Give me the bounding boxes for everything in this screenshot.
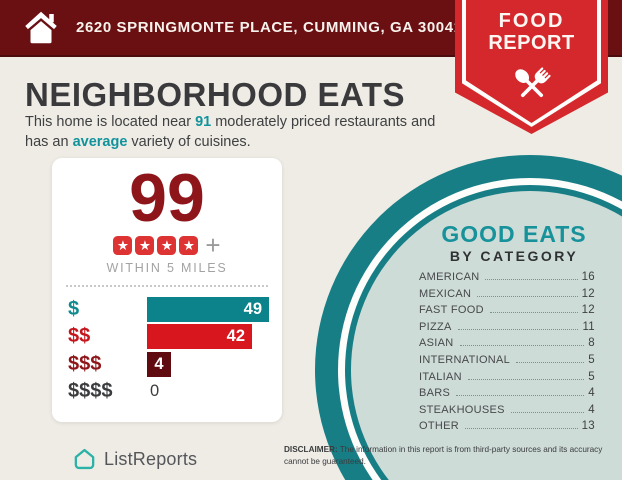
price-bar: 49: [147, 296, 269, 322]
category-label: PIZZA: [419, 320, 452, 333]
price-bar-row: $$ 42: [68, 323, 282, 351]
dotted-leader: [477, 295, 578, 297]
spoon-fork-icon: [514, 67, 551, 98]
price-bar-row: $$$$ 0: [68, 378, 282, 406]
category-row: ITALIAN 5: [419, 371, 595, 388]
star-icon: ★: [113, 235, 133, 255]
radius-label: WITHIN 5 MILES: [106, 261, 228, 276]
dotted-leader: [467, 378, 585, 380]
category-value: 13: [581, 420, 595, 433]
dotted-leader: [465, 428, 578, 430]
star-icon: ★: [157, 235, 177, 255]
dotted-leader: [485, 279, 578, 280]
variety-highlight: average: [72, 134, 128, 150]
restaurant-count: 91: [195, 114, 212, 130]
category-value: 11: [582, 320, 595, 333]
badge-title: FOOD REPORT: [455, 10, 608, 54]
badge-title-line2: REPORT: [488, 31, 575, 54]
price-tier-label: $$$$: [68, 380, 113, 403]
category-row: AMERICAN 16: [419, 271, 595, 288]
price-bar-row: $ 49: [68, 295, 282, 323]
category-label: AMERICAN: [419, 271, 480, 283]
listreports-house-icon: [74, 448, 95, 470]
dotted-leader: [516, 361, 585, 363]
category-value: 5: [588, 353, 595, 366]
dotted-leader: [457, 328, 579, 330]
category-row: BARS 4: [419, 387, 595, 404]
price-bar-value: 4: [154, 354, 164, 373]
plus-icon: +: [205, 229, 221, 260]
star-icon: ★: [179, 235, 199, 255]
disclaimer-label: DISCLAIMER:: [284, 445, 338, 454]
star-icon: ★: [135, 235, 155, 255]
category-label: BARS: [419, 387, 451, 400]
category-row: OTHER 13: [419, 420, 595, 437]
price-bar: 4: [147, 351, 171, 377]
subtitle-pre: This home is located near: [25, 114, 196, 130]
category-value: 8: [588, 337, 595, 350]
category-label: ASIAN: [419, 337, 454, 350]
category-label: OTHER: [419, 420, 459, 433]
price-bar-row: $$$ 4: [68, 350, 282, 378]
category-value: 16: [581, 271, 595, 283]
category-value: 5: [588, 370, 595, 383]
category-value: 4: [588, 387, 595, 400]
category-label: STEAKHOUSES: [419, 403, 505, 416]
good-eats-title: GOOD EATS: [441, 221, 587, 247]
dotted-leader: [510, 411, 585, 413]
category-row: ASIAN 8: [419, 337, 595, 354]
brand-name: ListReports: [104, 449, 198, 469]
price-bar-value: 42: [226, 327, 245, 346]
subtitle-mid: moderately priced restaurants and has an: [25, 114, 436, 150]
category-row: FAST FOOD 12: [419, 304, 595, 321]
category-row: MEXICAN 12: [419, 288, 595, 305]
page-title: NEIGHBORHOOD EATS: [25, 76, 406, 113]
house-icon: [25, 11, 57, 44]
subtitle: This home is located near 91 moderately …: [25, 112, 449, 152]
category-label: INTERNATIONAL: [419, 353, 511, 366]
price-tier-chart: $ 49 $$ 42 $$$ 4 $$$$ 0: [52, 295, 282, 405]
category-label: MEXICAN: [419, 287, 472, 300]
dotted-divider: [66, 285, 268, 288]
disclaimer-text: The information in this report is from t…: [284, 445, 603, 467]
category-value: 12: [581, 287, 595, 300]
price-tier-label: $: [68, 297, 80, 320]
dotted-leader: [456, 395, 585, 397]
price-bar: 42: [147, 324, 252, 350]
category-row: INTERNATIONAL 5: [419, 354, 595, 371]
price-bar-value: 49: [243, 299, 262, 318]
badge-title-line1: FOOD: [498, 10, 565, 32]
listreports-logo: ListReports: [72, 447, 197, 472]
price-bar: 0: [147, 379, 159, 404]
restaurant-score: 99: [129, 160, 205, 236]
price-tier-label: $$: [68, 325, 91, 348]
dotted-leader: [489, 312, 578, 314]
good-eats-subtitle: BY CATEGORY: [449, 248, 579, 264]
category-row: PIZZA 11: [419, 321, 595, 338]
score-card: 99 ★ ★ ★ ★ + WITHIN 5 MILES $ 49 $$ 42 $$$: [52, 158, 282, 422]
category-row: STEAKHOUSES 4: [419, 404, 595, 421]
category-list: AMERICAN 16 MEXICAN 12 FAST FOOD 12 PIZZA 11…: [419, 271, 595, 437]
category-value: 4: [588, 403, 595, 416]
category-label: ITALIAN: [419, 370, 462, 383]
star-rating: ★ ★ ★ ★ +: [52, 229, 282, 260]
property-address: 2620 SPRINGMONTE PLACE, CUMMING, GA 3004…: [76, 19, 463, 36]
food-report-badge: FOOD REPORT: [455, 0, 608, 134]
price-bar-value: 0: [150, 382, 160, 401]
disclaimer: DISCLAIMER: The information in this repo…: [284, 444, 616, 469]
category-value: 12: [581, 304, 595, 317]
category-label: FAST FOOD: [419, 304, 484, 317]
subtitle-post: variety of cuisines.: [127, 134, 251, 150]
price-tier-label: $$$: [68, 352, 102, 375]
dotted-leader: [459, 345, 585, 347]
